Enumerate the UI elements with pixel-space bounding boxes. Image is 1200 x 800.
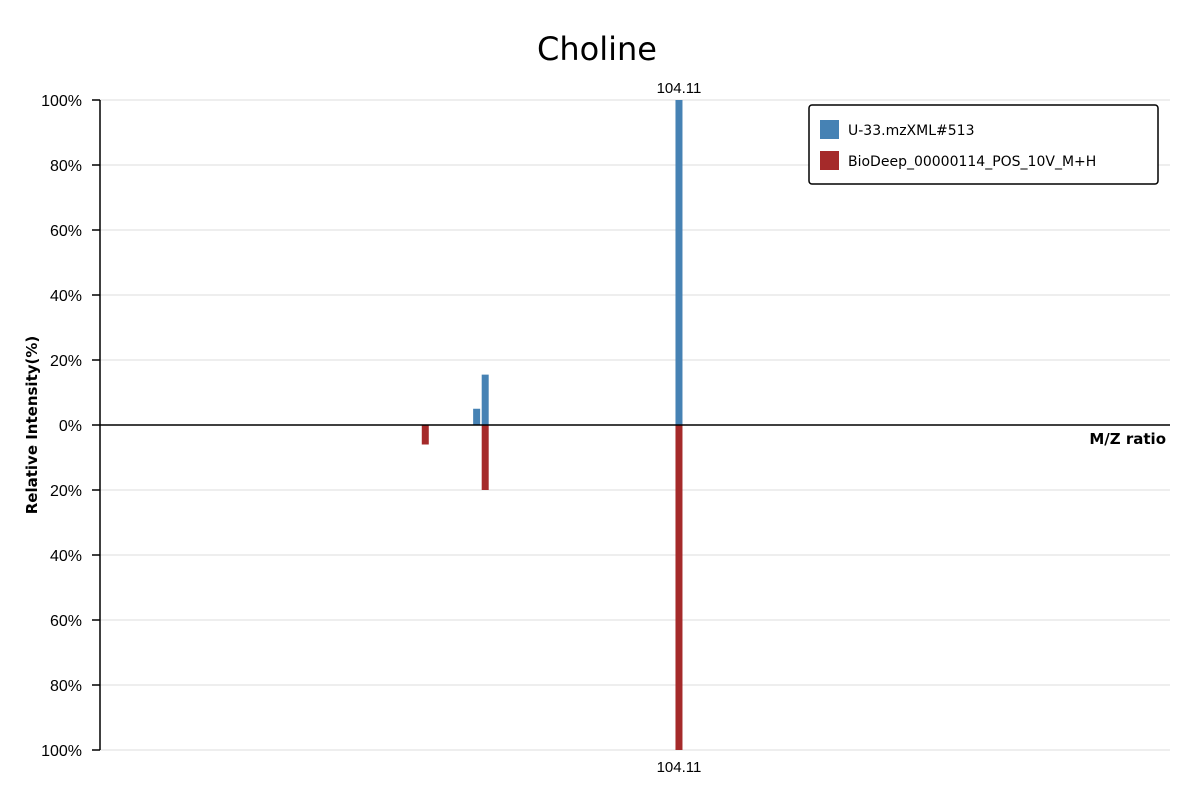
y-tick-label: 40%	[50, 548, 82, 565]
y-tick-label: 100%	[41, 743, 82, 760]
legend: U-33.mzXML#513 BioDeep_00000114_POS_10V_M…	[808, 104, 1159, 185]
bar-series-1	[481, 425, 489, 490]
legend-swatch	[820, 151, 839, 170]
legend-swatch	[820, 120, 839, 139]
y-tick-labels: 100% 80% 60% 40% 20% 0% 20% 40% 60% 80% 100%	[41, 93, 100, 760]
peak-label: 104.11	[657, 759, 702, 776]
y-tick-label: 80%	[50, 158, 82, 175]
bar-series-1	[421, 425, 429, 445]
y-tick-label: 60%	[50, 613, 82, 630]
axes	[99, 100, 1170, 750]
bar-series-0	[473, 408, 481, 425]
legend-entry: BioDeep_00000114_POS_10V_M+H	[848, 154, 1096, 170]
legend-box	[808, 104, 1159, 185]
y-tick-label: 60%	[50, 223, 82, 240]
bar-series-1	[675, 425, 683, 750]
y-axis-label: Relative Intensity(%)	[23, 336, 41, 515]
y-tick-label: 20%	[50, 483, 82, 500]
grid-lines	[100, 99, 1170, 751]
peak-labels: 104.11 104.11	[657, 80, 702, 776]
x-axis-label: M/Z ratio	[1089, 430, 1166, 448]
bar-series-0	[675, 100, 683, 425]
peak-label: 104.11	[657, 80, 702, 97]
y-tick-label: 0%	[59, 418, 82, 435]
legend-entry: U-33.mzXML#513	[848, 123, 974, 139]
y-tick-label: 40%	[50, 288, 82, 305]
bar-series-0	[481, 374, 489, 425]
bars	[421, 100, 683, 750]
y-tick-label: 20%	[50, 353, 82, 370]
chart-title: Choline	[537, 30, 657, 68]
y-tick-label: 100%	[41, 93, 82, 110]
y-tick-label: 80%	[50, 678, 82, 695]
